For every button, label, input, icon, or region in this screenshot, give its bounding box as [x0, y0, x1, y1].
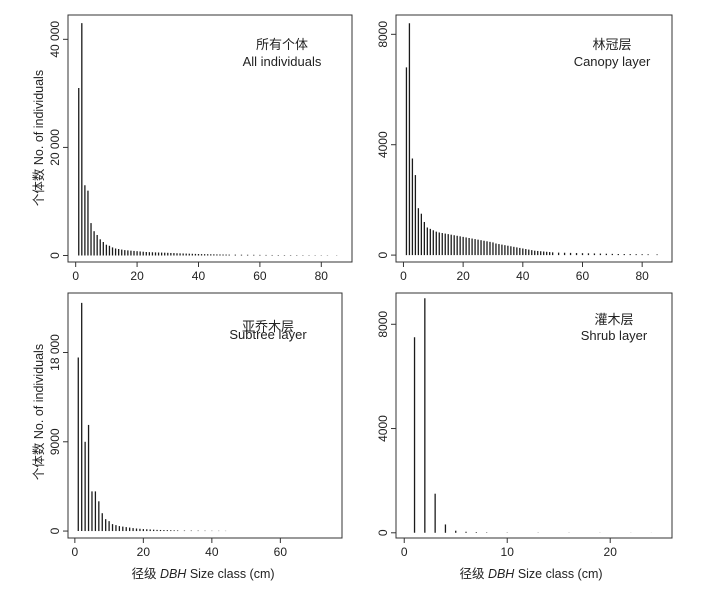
- y-tick-label: 4000: [376, 415, 390, 442]
- x-tick-label: 80: [315, 269, 329, 283]
- plot-frame: [67, 292, 343, 539]
- panel-title-cn: 灌木层: [594, 312, 633, 327]
- y-tick-label: 4000: [376, 131, 390, 158]
- x-tick-label: 40: [205, 545, 219, 559]
- y-tick-label: 18 000: [48, 334, 62, 371]
- y-axis-title-top: 个体数 No. of individuals: [31, 70, 46, 206]
- x-axis-title-left: 径级 DBH Size class (cm): [131, 567, 274, 581]
- x-axis-title-prefix: 径级: [459, 567, 487, 581]
- plot-frame: [395, 292, 673, 539]
- x-tick-label: 10: [501, 545, 515, 559]
- y-tick-label: 8000: [376, 311, 390, 338]
- panel-title-en: All individuals: [243, 54, 322, 69]
- panel-title-cn: 亚乔木层: [242, 319, 294, 334]
- x-tick-label: 0: [400, 269, 407, 283]
- y-tick-label: 8000: [376, 21, 390, 48]
- panel-title-cn: 林冠层: [592, 37, 631, 52]
- y-tick-label: 40 000: [48, 21, 62, 58]
- x-tick-label: 20: [456, 269, 470, 283]
- panel-title-en: Subtree layer: [229, 327, 307, 342]
- x-axis-title-suffix: Size class (cm): [186, 567, 274, 581]
- y-tick-label: 9000: [48, 428, 62, 455]
- plot-frame: [67, 14, 353, 263]
- x-tick-label: 0: [72, 269, 79, 283]
- x-tick-label: 20: [137, 545, 151, 559]
- y-tick-label: 0: [376, 529, 390, 536]
- y-axis-title-bottom: 个体数 No. of individuals: [31, 344, 46, 480]
- x-tick-label: 60: [274, 545, 288, 559]
- y-tick-label: 0: [48, 527, 62, 534]
- y-tick-label: 0: [376, 251, 390, 258]
- panel-title-cn: 所有个体: [256, 37, 308, 52]
- x-tick-label: 0: [401, 545, 408, 559]
- x-tick-label: 20: [604, 545, 618, 559]
- x-tick-label: 60: [253, 269, 267, 283]
- x-tick-label: 80: [635, 269, 649, 283]
- panel-title-en: Shrub layer: [581, 328, 648, 343]
- panel-all-individuals: 0 20 40 60 80 0 20 000 40 000 所有个体 All individual…: [48, 14, 353, 283]
- plot-frame: [395, 14, 673, 263]
- x-axis-title-prefix: 径级: [131, 567, 159, 581]
- x-axis-title-suffix: Size class (cm): [514, 567, 602, 581]
- x-tick-label: 40: [192, 269, 206, 283]
- x-tick-label: 40: [516, 269, 530, 283]
- x-tick-label: 0: [72, 545, 79, 559]
- x-axis-title-italic: DBH: [488, 567, 515, 581]
- y-tick-label: 20 000: [48, 129, 62, 166]
- y-tick-label: 0: [48, 252, 62, 259]
- panel-canopy-layer: 0 20 40 60 80 0 4000 8000 林冠层 Canopy layer: [376, 14, 673, 283]
- x-tick-label: 20: [130, 269, 144, 283]
- x-axis-title-right: 径级 DBH Size class (cm): [459, 567, 602, 581]
- x-tick-label: 60: [576, 269, 590, 283]
- panel-title-en: Canopy layer: [574, 54, 651, 69]
- x-axis-title-italic: DBH: [160, 567, 187, 581]
